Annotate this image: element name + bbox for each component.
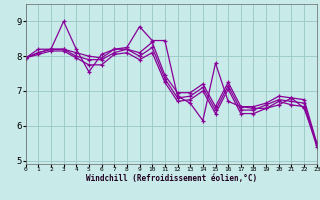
X-axis label: Windchill (Refroidissement éolien,°C): Windchill (Refroidissement éolien,°C) xyxy=(86,174,257,183)
